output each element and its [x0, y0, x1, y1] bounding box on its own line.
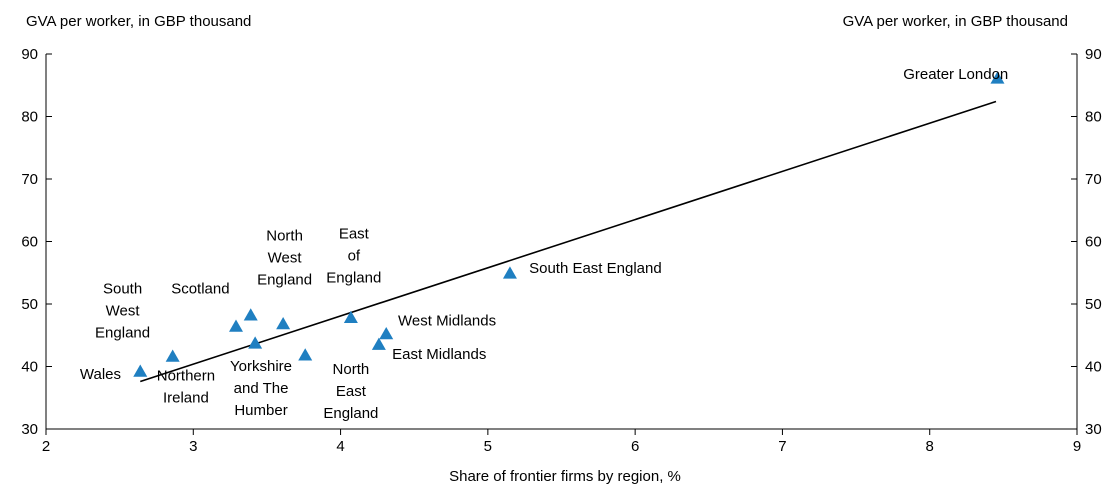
y-tick-label-right: 40	[1085, 359, 1102, 376]
point-label: South West England	[95, 280, 150, 341]
point-label: South East England	[529, 260, 662, 277]
data-point-triangle	[243, 308, 258, 321]
data-point-triangle	[248, 336, 263, 349]
point-label-line: England	[326, 269, 381, 286]
point-label: Scotland	[171, 280, 229, 297]
y-axis-title-left: GVA per worker, in GBP thousand	[26, 13, 251, 30]
point-label-line: East	[339, 225, 370, 242]
x-tick-label: 4	[336, 438, 344, 455]
data-point-triangle	[371, 337, 386, 350]
data-point-triangle	[133, 364, 148, 377]
trendline	[140, 100, 997, 383]
data-point-triangle	[343, 310, 358, 323]
point-label-line: South East England	[529, 260, 662, 277]
x-tick-label: 5	[484, 438, 492, 455]
point-label: East Midlands	[392, 346, 486, 363]
y-tick-label-left: 90	[21, 46, 38, 63]
y-tick-label-left: 30	[21, 421, 38, 438]
y-axis-title-right: GVA per worker, in GBP thousand	[843, 13, 1068, 30]
x-tick-label: 8	[926, 438, 934, 455]
y-tick-label-left: 40	[21, 359, 38, 376]
y-tick-label-right: 60	[1085, 234, 1102, 251]
point-label-line: England	[323, 405, 378, 422]
y-tick-label-right: 90	[1085, 46, 1102, 63]
y-tick-label-left: 50	[21, 296, 38, 313]
x-axis-title: Share of frontier firms by region, %	[449, 468, 681, 485]
point-label: Northern Ireland	[157, 367, 215, 406]
point-label-line: Scotland	[171, 280, 229, 297]
y-tick-label-right: 70	[1085, 171, 1102, 188]
y-tick-label-left: 70	[21, 171, 38, 188]
point-label: East of England	[326, 225, 381, 286]
point-label-line: West	[268, 249, 303, 266]
point-label-line: Northern	[157, 367, 215, 384]
x-tick-label: 9	[1073, 438, 1081, 455]
point-label: Wales	[80, 366, 121, 383]
x-tick-label: 7	[778, 438, 786, 455]
point-labels: Wales South West England Scotland North West En…	[80, 66, 1008, 422]
point-label-line: East	[336, 383, 367, 400]
point-label: West Midlands	[398, 312, 496, 329]
point-label-line: Yorkshire	[230, 358, 292, 375]
data-point-triangle	[379, 327, 394, 340]
point-label: Greater London	[903, 66, 1008, 83]
point-label-line: and The	[234, 380, 289, 397]
x-tick-label: 2	[42, 438, 50, 455]
point-label-line: East Midlands	[392, 346, 486, 363]
data-points	[133, 71, 1005, 377]
data-point-triangle	[228, 319, 243, 332]
point-label-line: of	[348, 247, 361, 264]
x-tick-label: 3	[189, 438, 197, 455]
y-tick-label-left: 60	[21, 234, 38, 251]
data-point-triangle	[276, 317, 291, 330]
data-point-triangle	[990, 71, 1005, 84]
data-point-triangle	[165, 349, 180, 362]
y-tick-label-right: 50	[1085, 296, 1102, 313]
point-label-line: South	[103, 280, 142, 297]
y-tick-label-left: 80	[21, 109, 38, 126]
point-label-line: Ireland	[163, 389, 209, 406]
point-label: North West England	[257, 227, 312, 288]
point-label-line: West	[106, 302, 141, 319]
y-tick-label-right: 30	[1085, 421, 1102, 438]
x-tick-label: 6	[631, 438, 639, 455]
point-label-line: North	[333, 361, 370, 378]
point-label: North East England	[323, 361, 378, 422]
data-point-triangle	[502, 266, 517, 279]
point-label-line: Greater London	[903, 66, 1008, 83]
point-label: Yorkshire and The Humber	[230, 358, 292, 419]
point-label-line: England	[95, 324, 150, 341]
point-label-line: North	[266, 227, 303, 244]
point-label-line: West Midlands	[398, 312, 496, 329]
y-tick-label-right: 80	[1085, 109, 1102, 126]
trendline-group	[140, 100, 997, 383]
point-label-line: Wales	[80, 366, 121, 383]
point-label-line: Humber	[234, 402, 287, 419]
point-label-line: England	[257, 271, 312, 288]
data-point-triangle	[298, 348, 313, 361]
